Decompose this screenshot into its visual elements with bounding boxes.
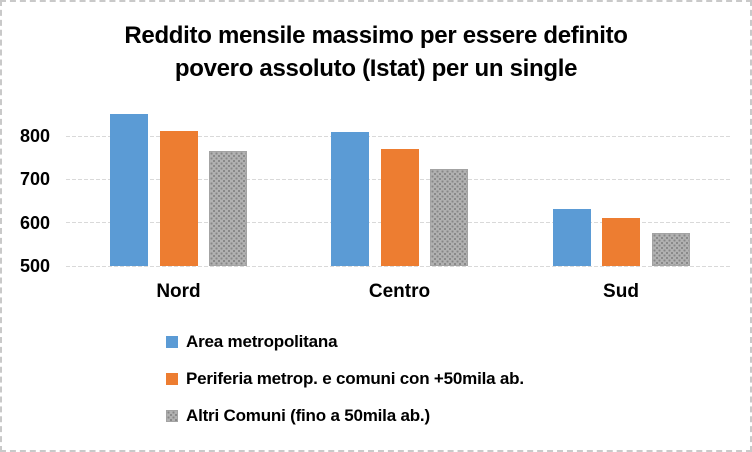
legend-swatch-orange-icon (166, 373, 178, 385)
gridline-800 (66, 135, 732, 137)
bar-centro-altri-comuni-fino-a-50mila-ab (430, 168, 468, 266)
legend-label-altri-comuni: Altri Comuni (fino a 50mila ab.) (186, 406, 430, 425)
chart-title-line1: Reddito mensile massimo per essere defin… (124, 22, 628, 49)
bar-centro-area-metropolitana (331, 131, 369, 266)
legend: Area metropolitana Periferia metrop. e c… (166, 331, 524, 442)
bar-centro-periferia-metrop-e-comuni-con-50mila-ab (380, 149, 419, 266)
y-tick-label-700: 700 (19, 169, 50, 190)
x-category-label-nord: Nord (156, 281, 201, 302)
legend-label-periferia-metrop: Periferia metrop. e comuni con +50mila a… (186, 369, 524, 388)
y-tick-label-600: 600 (19, 212, 50, 233)
bar-nord-altri-comuni-fino-a-50mila-ab (209, 151, 247, 266)
chart-title-line2: povero assoluto (Istat) per un single (174, 55, 578, 82)
legend-swatch-gray-dotted-icon (166, 410, 178, 422)
legend-item-altri-comuni: Altri Comuni (fino a 50mila ab.) (166, 405, 524, 427)
legend-item-area-metropolitana: Area metropolitana (166, 331, 524, 353)
bar-nord-area-metropolitana (110, 114, 148, 266)
bar-sud-periferia-metrop-e-comuni-con-50mila-ab (602, 217, 640, 266)
x-category-label-sud: Sud (603, 281, 639, 302)
legend-swatch-blue-icon (166, 336, 178, 348)
y-tick-label-800: 800 (19, 126, 50, 146)
y-tick-label-500: 500 (19, 256, 50, 276)
legend-label-area-metropolitana: Area metropolitana (186, 332, 338, 351)
bar-nord-periferia-metrop-e-comuni-con-50mila-ab (159, 130, 198, 266)
x-category-label-centro: Centro (368, 281, 431, 302)
legend-item-periferia-metrop: Periferia metrop. e comuni con +50mila a… (166, 368, 524, 390)
gridline-500 (66, 265, 732, 267)
chart-title: Reddito mensile massimo per essere defin… (2, 19, 750, 85)
bar-sud-altri-comuni-fino-a-50mila-ab (651, 232, 690, 266)
bar-sud-area-metropolitana (552, 208, 591, 266)
